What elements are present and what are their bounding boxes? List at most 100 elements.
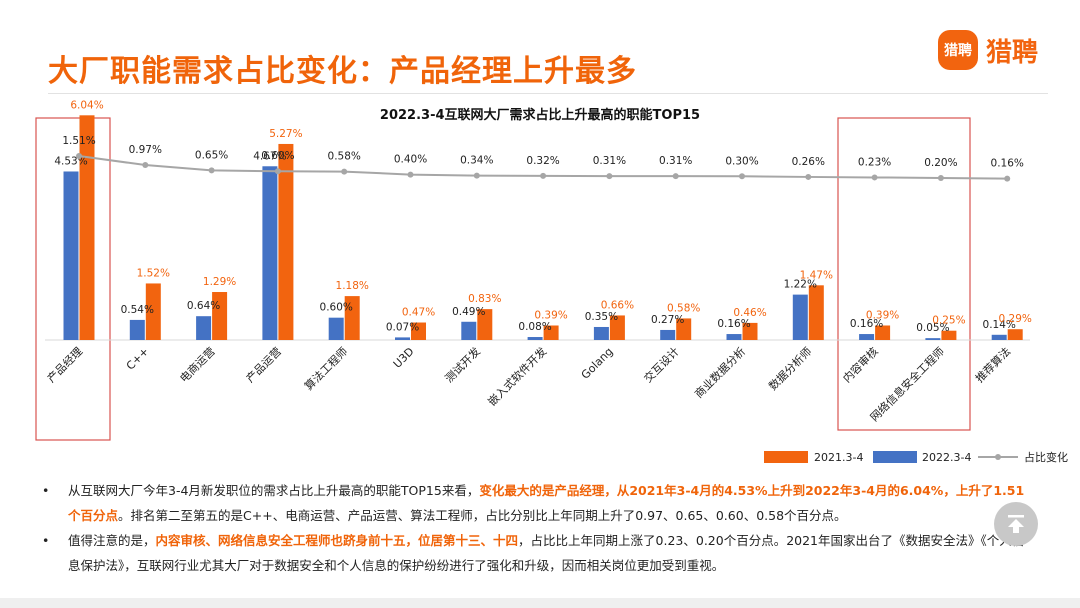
bar-2022-15	[991, 334, 1007, 340]
bullet-text-2b: ，占比比上年同期上涨了0.23、0.20个百分点。2021年国家出台了《数据安全…	[68, 533, 1025, 573]
change-point-3	[208, 167, 215, 174]
label-2021-8: 0.39%	[534, 309, 567, 321]
bar-line-chart: 4.53%6.04%1.51%产品经理0.54%1.52%0.97%C++0.6…	[35, 99, 1068, 464]
bar-2021-10	[676, 318, 692, 340]
category-label-12: 数据分析师	[766, 344, 815, 393]
category-label-11: 商业数据分析	[692, 344, 749, 401]
bar-2021-3	[212, 292, 228, 340]
scroll-to-top-icon	[1008, 515, 1024, 533]
legend-swatch-2021	[764, 451, 808, 463]
change-point-1	[76, 153, 82, 159]
label-2021-4: 5.27%	[269, 128, 302, 140]
bullet-dot: •	[42, 533, 50, 548]
label-2021-1: 6.04%	[70, 99, 103, 111]
bar-2021-11	[742, 322, 758, 340]
label-change-13: 0.23%	[858, 156, 891, 168]
bullet-highlight-1: 变化最大的是产品经理，从2021年3-4月的4.53%上升到2022年3-4月的…	[68, 483, 1025, 523]
label-2022-3: 0.64%	[187, 300, 220, 312]
category-label-2: C++	[124, 345, 152, 373]
category-label-13: 内容审核	[840, 344, 881, 385]
change-point-13	[871, 174, 878, 181]
label-2021-14: 0.25%	[932, 315, 965, 327]
category-label-5: 算法工程师	[302, 344, 351, 393]
label-2022-14: 0.05%	[916, 322, 949, 334]
change-point-12	[805, 173, 812, 180]
bar-2021-12	[808, 285, 824, 340]
bar-2022-9	[593, 326, 609, 340]
category-label-15: 推荐算法	[972, 344, 1013, 385]
label-2022-4: 4.67%	[253, 150, 286, 162]
page-title: 大厂职能需求占比变化：产品经理上升最多	[48, 54, 637, 89]
change-point-7	[473, 172, 480, 179]
label-change-10: 0.31%	[659, 155, 692, 167]
bullet-text-1a: 从互联网大厂今年3-4月新发职位的需求占比上升最高的职能TOP15来看，	[68, 483, 480, 498]
label-2022-2: 0.54%	[121, 304, 154, 316]
label-change-6: 0.40%	[394, 154, 427, 166]
category-label-3: 电商运营	[177, 344, 218, 385]
bar-2021-9	[609, 315, 625, 340]
label-change-11: 0.30%	[725, 155, 758, 167]
bar-2022-14	[925, 338, 941, 340]
category-label-8: 嵌入式软件开发	[485, 344, 549, 408]
label-2022-15: 0.14%	[983, 319, 1016, 331]
highlight-box-2	[837, 117, 971, 431]
label-change-8: 0.32%	[526, 155, 559, 167]
legend-label-2022: 2022.3-4	[922, 451, 971, 464]
bullet-item-2: • 值得注意的是，内容审核、网络信息安全工程师也跻身前十五，位居第十三、十四，占…	[40, 528, 1030, 578]
bullet-text-2a: 值得注意的是，	[68, 533, 156, 548]
category-label-1: 产品经理	[44, 344, 85, 385]
bullet-highlight-2: 内容审核、网络信息安全工程师也跻身前十五，位居第十三、十四	[155, 533, 519, 548]
category-label-9: Golang	[579, 345, 616, 382]
bar-2021-8	[543, 325, 559, 340]
change-point-10	[672, 173, 679, 180]
label-2022-6: 0.07%	[386, 321, 419, 333]
scroll-to-top-button[interactable]	[994, 502, 1038, 546]
label-2022-13: 0.16%	[850, 318, 883, 330]
category-label-10: 交互设计	[641, 344, 682, 385]
bar-2022-4	[262, 166, 278, 340]
bar-2021-15	[1007, 329, 1023, 340]
label-2021-9: 0.66%	[601, 299, 634, 311]
bar-2022-12	[792, 294, 808, 340]
label-change-4: 0.60%	[261, 150, 294, 162]
highlight-box-1	[35, 117, 111, 441]
label-2021-5: 1.18%	[336, 280, 369, 292]
bar-2022-13	[859, 334, 875, 340]
bar-2022-7	[461, 321, 477, 340]
bar-2021-5	[344, 296, 360, 340]
bar-2022-8	[527, 337, 543, 340]
bar-2021-6	[411, 322, 426, 340]
label-2021-7: 0.83%	[468, 293, 501, 305]
bar-2021-4	[278, 143, 294, 340]
label-change-1: 1.51%	[62, 135, 95, 147]
bar-2021-2	[145, 283, 161, 340]
change-point-9	[606, 173, 613, 180]
label-change-3: 0.65%	[195, 149, 228, 161]
bullet-text-1b: 。排名第二至第五的是C++、电商运营、产品运营、算法工程师，占比分别比上年同期上…	[118, 508, 847, 523]
bar-2021-1	[79, 115, 95, 340]
bottom-bar	[0, 598, 1080, 608]
label-2022-12: 1.22%	[784, 279, 817, 291]
legend-label-2021: 2021.3-4	[814, 451, 863, 464]
change-point-15	[1004, 175, 1011, 182]
chart-title: 2022.3-4互联网大厂需求占比上升最高的职能TOP15	[379, 108, 701, 123]
label-change-5: 0.58%	[328, 151, 361, 163]
change-point-2	[142, 162, 149, 169]
summary-bullets: • 从互联网大厂今年3-4月新发职位的需求占比上升最高的职能TOP15来看，变化…	[40, 478, 1030, 578]
bar-2022-10	[660, 329, 676, 340]
bar-2022-2	[129, 319, 145, 340]
legend-marker-change	[995, 454, 1001, 460]
label-2022-10: 0.27%	[651, 314, 684, 326]
label-change-14: 0.20%	[924, 157, 957, 169]
bar-2022-3	[196, 316, 212, 340]
label-2021-3: 1.29%	[203, 276, 236, 288]
label-2021-15: 0.29%	[999, 313, 1032, 325]
label-2022-9: 0.35%	[585, 311, 618, 323]
change-point-6	[407, 171, 414, 178]
label-2022-5: 0.60%	[320, 302, 353, 314]
bar-2021-14	[941, 330, 957, 340]
legend-swatch-2022	[873, 451, 917, 463]
label-change-9: 0.31%	[593, 155, 626, 167]
label-change-12: 0.26%	[792, 156, 825, 168]
bar-2022-6	[395, 337, 410, 340]
